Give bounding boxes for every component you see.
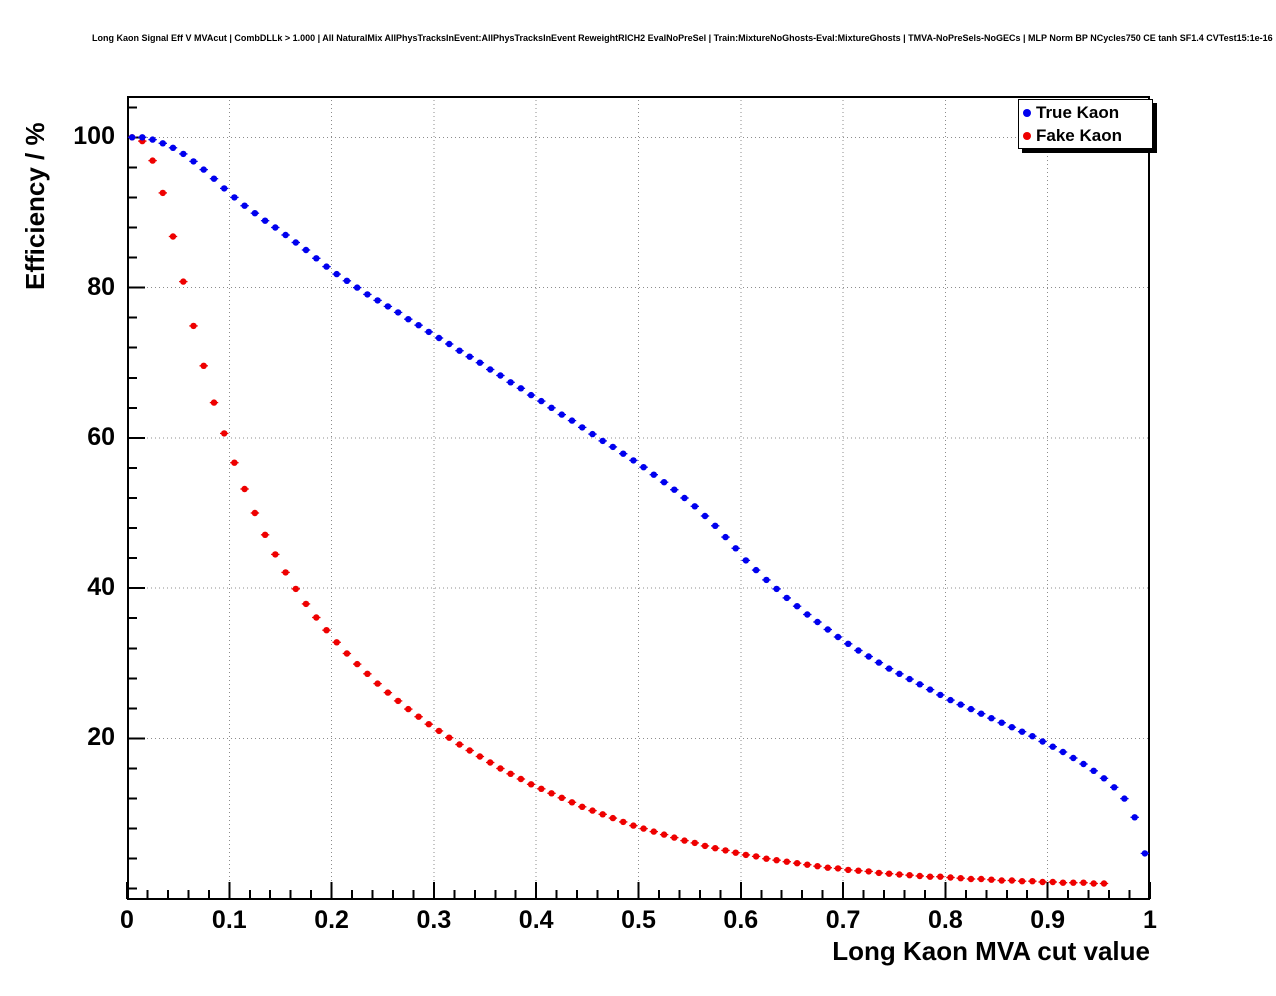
series-fake-kaon <box>127 134 1109 887</box>
y-tick-label: 60 <box>87 422 115 451</box>
y-tick-label: 20 <box>87 723 115 752</box>
plot-title: Long Kaon Signal Eff V MVAcut | CombDLLk… <box>92 33 1276 43</box>
axis-ticks <box>126 106 1151 899</box>
x-tick-label: 0.1 <box>211 906 247 934</box>
legend: True Kaon Fake Kaon <box>1018 99 1153 149</box>
legend-entry-true-kaon: True Kaon <box>1019 101 1152 124</box>
x-tick-label: 0.6 <box>723 906 759 934</box>
x-tick-label: 1 <box>1143 906 1157 934</box>
fake-kaon-marker-icon <box>1023 131 1031 140</box>
y-tick-label: 40 <box>87 573 115 602</box>
x-axis-title: Long Kaon MVA cut value <box>832 936 1150 966</box>
x-tick-label: 0.3 <box>416 906 452 934</box>
x-tick-label: 0.5 <box>621 906 656 934</box>
x-tick-label: 0.4 <box>518 906 554 934</box>
x-tick-label: 0 <box>120 906 134 934</box>
plot-area <box>126 96 1151 900</box>
plot-frame <box>127 96 1150 900</box>
x-tick-label: 0.7 <box>825 906 861 934</box>
x-tick-label: 0.2 <box>314 906 349 934</box>
y-tick-label: 100 <box>73 122 115 151</box>
legend-label-fake-kaon: Fake Kaon <box>1036 126 1122 145</box>
series-true-kaon <box>127 134 1150 857</box>
legend-label-true-kaon: True Kaon <box>1036 103 1120 122</box>
legend-entry-fake-kaon: Fake Kaon <box>1019 124 1152 147</box>
true-kaon-marker-icon <box>1023 108 1031 117</box>
x-tick-label: 0.9 <box>1030 906 1066 934</box>
gridlines <box>127 96 1150 900</box>
y-tick-label: 80 <box>87 272 115 301</box>
x-tick-label: 0.8 <box>928 906 963 934</box>
